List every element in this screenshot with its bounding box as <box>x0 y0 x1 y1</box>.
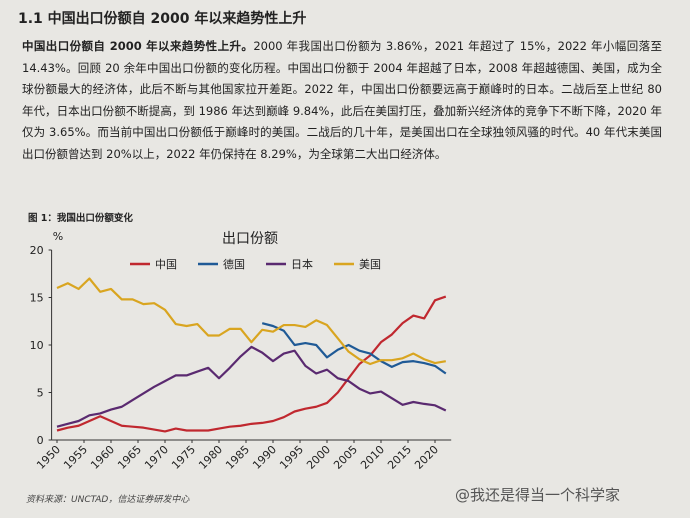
x-tick-label: 2000 <box>304 443 333 472</box>
source: 资料来源：UNCTAD，信达证券研发中心 <box>26 495 190 505</box>
x-tick-label: 1970 <box>142 443 171 472</box>
y-label: % <box>53 230 63 243</box>
y-tick-label: 5 <box>37 387 44 400</box>
paragraph: 中国出口份额自 2000 年以来趋势性上升。2000 年我国出口份额为 3.86… <box>22 36 662 165</box>
x-tick-label: 1950 <box>34 443 63 472</box>
x-tick-label: 1955 <box>61 443 90 472</box>
y-tick-label: 15 <box>30 292 44 305</box>
x-tick-label: 2010 <box>358 443 387 472</box>
y-tick-label: 10 <box>30 339 44 352</box>
figure-caption: 图 1：我国出口份额变化 <box>28 213 133 224</box>
x-tick-label: 1965 <box>115 443 144 472</box>
x-tick-label: 2015 <box>385 443 414 472</box>
series-line <box>56 345 447 428</box>
y-tick-label: 20 <box>30 244 44 257</box>
x-tick-label: 1985 <box>223 443 252 472</box>
series-line <box>261 322 447 375</box>
y-tick-label: 0 <box>37 434 44 447</box>
heading: 1.1 中国出口份额自 2000 年以来趋势性上升 <box>18 11 307 27</box>
legend-label: 日本 <box>291 257 313 271</box>
x-tick-label: 1975 <box>169 443 198 472</box>
x-tick-label: 2020 <box>412 443 441 472</box>
x-tick-label: 1980 <box>196 443 225 472</box>
series-line <box>56 295 447 433</box>
chart: 出口份额 % 051015201950195519601965197019751… <box>30 230 452 472</box>
legend-label: 美国 <box>359 258 381 271</box>
legend-label: 德国 <box>223 257 245 271</box>
legend-label: 中国 <box>155 258 177 271</box>
chart-title: 出口份额 <box>222 231 278 247</box>
x-tick-label: 2005 <box>331 443 360 472</box>
x-tick-label: 1990 <box>250 443 279 472</box>
lead: 中国出口份额自 2000 年以来趋势性上升。 <box>22 39 254 53</box>
x-tick-label: 1995 <box>277 443 306 472</box>
series-line <box>56 277 446 366</box>
watermark: @我还是得当一个科学家 <box>455 486 621 504</box>
x-tick-label: 1960 <box>88 443 117 472</box>
body: 2000 年我国出口份额为 3.86%，2021 年超过了 15%，2022 年… <box>22 39 663 161</box>
